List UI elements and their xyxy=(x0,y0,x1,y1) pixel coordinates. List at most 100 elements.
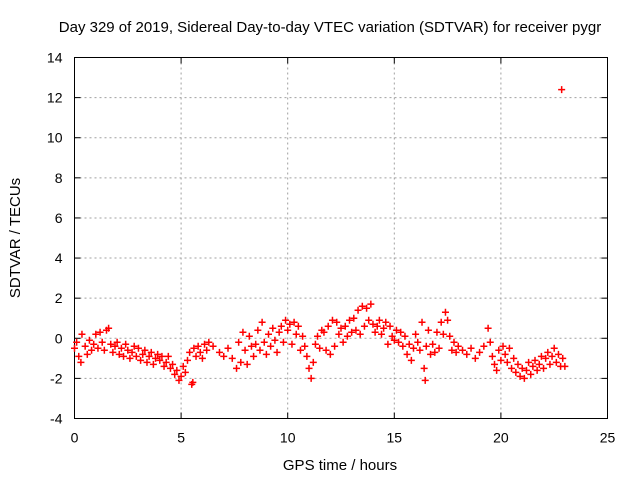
data-point xyxy=(360,322,368,330)
data-point xyxy=(491,360,499,368)
data-point xyxy=(258,318,266,326)
data-point xyxy=(201,340,209,348)
data-point xyxy=(512,368,520,376)
y-tick-label: 0 xyxy=(55,330,63,346)
y-tick-label: 2 xyxy=(55,290,63,306)
data-point xyxy=(81,342,89,350)
data-point xyxy=(241,346,249,354)
data-point xyxy=(209,342,217,350)
data-point xyxy=(454,342,462,350)
data-point xyxy=(203,346,211,354)
data-point xyxy=(339,338,347,346)
data-point xyxy=(250,352,258,360)
axis-tick-labels: 0 5 10 15 20 25 -4 -2 0 2 4 6 8 10 12 14 xyxy=(47,50,616,446)
data-point xyxy=(307,374,315,382)
y-tick-label: -4 xyxy=(50,411,63,427)
data-point xyxy=(105,324,113,332)
data-point xyxy=(373,322,381,330)
data-point xyxy=(228,354,236,362)
data-point xyxy=(452,348,460,356)
data-point xyxy=(124,346,132,354)
data-point xyxy=(196,348,204,356)
data-point xyxy=(399,342,407,350)
data-point xyxy=(356,330,364,338)
data-point xyxy=(316,344,324,352)
data-point xyxy=(186,348,194,356)
data-point xyxy=(403,350,411,358)
data-point xyxy=(243,360,251,368)
data-point xyxy=(444,316,452,324)
data-point xyxy=(152,354,160,362)
data-point xyxy=(450,338,458,346)
data-point xyxy=(290,318,298,326)
data-point xyxy=(111,342,119,350)
data-point xyxy=(424,326,432,334)
data-point xyxy=(395,338,403,346)
data-point xyxy=(173,366,181,374)
x-tick-label: 5 xyxy=(177,430,185,446)
data-point xyxy=(273,348,281,356)
data-point xyxy=(414,338,422,346)
data-point xyxy=(85,336,93,344)
data-point xyxy=(550,344,558,352)
data-point xyxy=(98,338,106,346)
data-point xyxy=(277,322,285,330)
data-point xyxy=(476,348,484,356)
data-point xyxy=(493,366,501,374)
data-point xyxy=(262,350,270,358)
data-point xyxy=(471,354,479,362)
data-point xyxy=(429,340,437,348)
data-point xyxy=(480,342,488,350)
data-point xyxy=(514,360,522,368)
data-point xyxy=(301,342,309,350)
data-point xyxy=(314,332,322,340)
data-point xyxy=(179,362,187,370)
data-point xyxy=(540,364,548,372)
data-point xyxy=(382,318,390,326)
data-point xyxy=(139,350,147,358)
data-points xyxy=(71,86,569,388)
data-point xyxy=(421,376,429,384)
data-point xyxy=(162,358,170,366)
data-point xyxy=(96,328,104,336)
data-point xyxy=(503,358,511,366)
data-point xyxy=(183,356,191,364)
data-point xyxy=(299,332,307,340)
data-point xyxy=(256,346,264,354)
data-point xyxy=(380,324,388,332)
y-tick-label: 14 xyxy=(47,50,63,66)
data-point xyxy=(122,340,130,348)
data-point xyxy=(459,346,467,354)
data-point xyxy=(120,352,128,360)
data-point xyxy=(516,372,524,380)
data-point xyxy=(367,300,375,308)
data-point xyxy=(499,342,507,350)
x-tick-label: 25 xyxy=(600,430,616,446)
data-point xyxy=(296,346,304,354)
data-point xyxy=(326,350,334,358)
data-point xyxy=(292,330,300,338)
data-point xyxy=(252,340,260,348)
data-point xyxy=(305,364,313,372)
data-point xyxy=(177,372,185,380)
x-tick-label: 20 xyxy=(493,430,509,446)
data-point xyxy=(542,354,550,362)
data-point xyxy=(154,350,162,358)
data-point xyxy=(171,370,179,378)
data-point xyxy=(215,348,223,356)
data-point xyxy=(348,328,356,336)
data-point xyxy=(275,328,283,336)
data-point xyxy=(175,376,183,384)
data-point xyxy=(371,328,379,336)
data-point xyxy=(501,350,509,358)
data-point xyxy=(265,330,273,338)
data-point xyxy=(388,332,396,340)
data-point xyxy=(378,330,386,338)
data-point xyxy=(224,344,232,352)
data-point xyxy=(132,352,140,360)
plot-frame xyxy=(74,57,608,419)
data-point xyxy=(134,344,142,352)
data-point xyxy=(149,360,157,368)
data-point xyxy=(158,352,166,360)
